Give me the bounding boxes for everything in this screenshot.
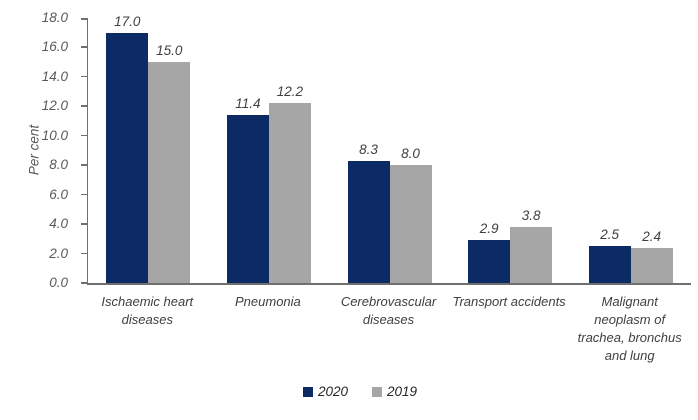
bar-value-label: 2.4: [642, 228, 662, 244]
legend-label: 2020: [317, 384, 348, 399]
y-tick-mark: [81, 164, 87, 166]
y-tick-mark: [81, 46, 87, 48]
y-tick-label: 16.0: [41, 39, 68, 55]
x-category-label: Cerebrovascular diseases: [340, 294, 437, 327]
legend-item: 2020: [302, 384, 348, 399]
bar-group: 17.0 15.0: [106, 14, 191, 283]
bar-value-label: 17.0: [114, 13, 141, 29]
y-tick-mark: [81, 223, 87, 225]
x-category-label: Pneumonia: [235, 294, 301, 309]
y-tick-mark: [81, 193, 87, 196]
y-tick-label: 2.0: [49, 245, 68, 261]
bar-2019: [389, 165, 432, 283]
bar-2020: [468, 240, 511, 283]
x-category-label: Transport accidents: [452, 294, 566, 309]
x-category-label: Ischaemic heart diseases: [101, 294, 194, 327]
y-tick-mark: [81, 75, 87, 78]
y-tick-mark: [81, 134, 87, 137]
legend-label: 2019: [387, 384, 418, 399]
bar-value-label: 12.2: [276, 84, 304, 100]
y-tick-label: 10.0: [41, 127, 68, 143]
bar-2020: [347, 160, 390, 283]
bar-2020: [226, 115, 269, 283]
bar-group: 2.9 3.8: [468, 18, 553, 283]
plot-area: 0.0 2.0 4.0 6.0 8.0 10.0 12.0 14.0 16.0 18.0 17.0 1…: [42, 10, 691, 290]
x-category-label: Malignant neoplasm of trachea, bronchus …: [577, 294, 682, 363]
y-tick-mark: [81, 252, 87, 255]
y-tick-label: 8.0: [49, 157, 68, 173]
y-tick-mark: [81, 105, 87, 107]
y-tick-mark: [81, 18, 87, 20]
y-tick-mark: [81, 282, 87, 284]
bar-2019: [148, 62, 191, 283]
bar-value-label: 11.4: [235, 96, 261, 112]
legend-swatch: [372, 387, 382, 397]
y-tick-label: 0.0: [49, 275, 68, 290]
y-tick-label: 6.0: [49, 186, 68, 202]
bar-value-label: 3.8: [521, 208, 541, 224]
y-tick-label: 14.0: [41, 68, 68, 84]
bar-value-label: 8.0: [401, 146, 420, 162]
y-tick-label: 4.0: [49, 216, 68, 232]
bar-group: 8.3 8.0: [347, 18, 432, 283]
legend-swatch: [302, 387, 313, 397]
bar-value-label: 8.3: [359, 141, 378, 157]
bar-2019: [268, 103, 311, 283]
bar-group: 11.4 12.2: [226, 18, 311, 283]
bar-2019: [510, 227, 553, 283]
bar-value-label: 2.5: [600, 227, 620, 243]
bar-value-label: 15.0: [156, 43, 183, 59]
bar-value-label: 2.9: [479, 221, 499, 237]
bar-2020: [588, 246, 631, 283]
y-tick-label: 12.0: [41, 98, 68, 114]
legend: 2020 2019: [0, 385, 698, 399]
bar-2019: [630, 247, 673, 283]
y-tick-label: 18.0: [41, 10, 68, 25]
bar-2020: [106, 32, 149, 283]
legend-item: 2019: [372, 385, 417, 399]
bar-group: 2.5 2.4: [588, 18, 673, 283]
